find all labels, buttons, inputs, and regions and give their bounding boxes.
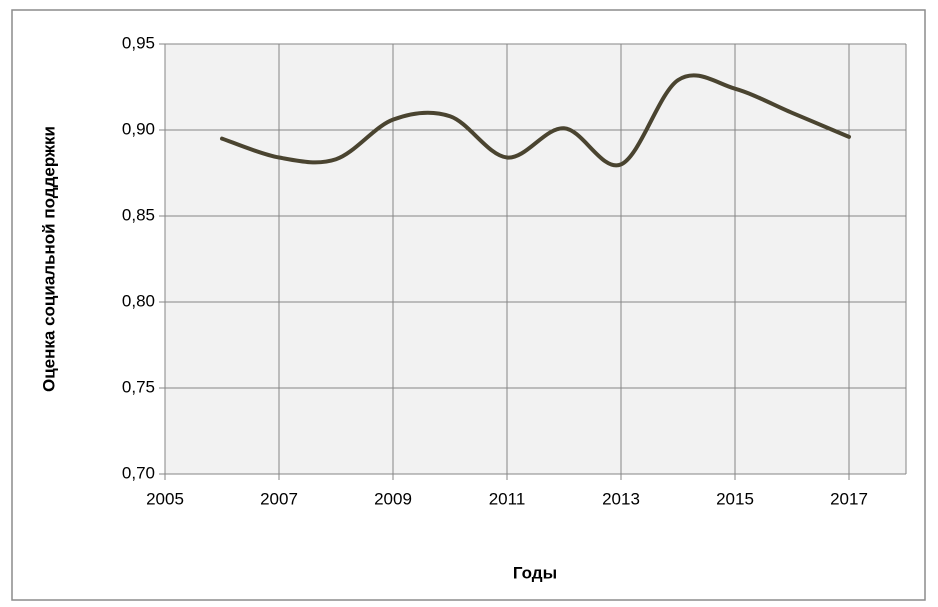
- x-tick-label: 2017: [830, 489, 868, 508]
- x-tick-label: 2013: [602, 489, 640, 508]
- x-tick-label: 2005: [146, 489, 184, 508]
- y-tick-label: 0,95: [122, 33, 155, 52]
- x-tick-label: 2007: [260, 489, 298, 508]
- y-tick-label: 0,80: [122, 291, 155, 310]
- y-axis-title: Оценка социальной поддержки: [39, 126, 58, 392]
- data-line: [220, 73, 851, 168]
- y-tick-label: 0,70: [122, 463, 155, 482]
- x-tick-label: 2015: [716, 489, 754, 508]
- x-tick-label: 2009: [374, 489, 412, 508]
- y-tick-label: 0,90: [122, 119, 155, 138]
- x-tick-label: 2011: [489, 489, 526, 508]
- plot-area: [165, 44, 906, 474]
- x-axis-title: Годы: [513, 563, 557, 582]
- y-tick-label: 0,75: [122, 377, 155, 396]
- y-tick-label: 0,85: [122, 205, 155, 224]
